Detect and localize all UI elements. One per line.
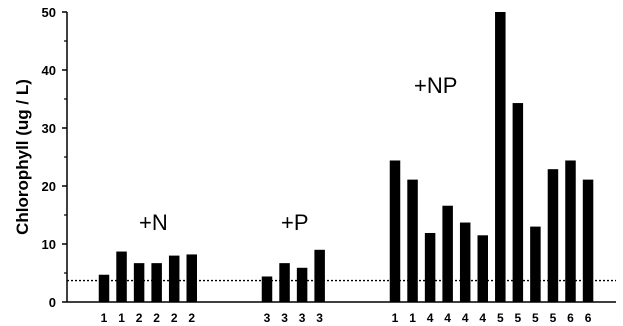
x-tick-label: 1 <box>409 311 416 325</box>
bar <box>407 179 418 302</box>
bar <box>186 254 197 302</box>
group-label: +N <box>139 210 168 235</box>
bars <box>98 12 594 302</box>
y-axis: 0 10 20 30 40 50 <box>42 5 68 310</box>
bar <box>547 169 559 302</box>
y-tick-label: 50 <box>42 5 56 20</box>
x-tick-label: 6 <box>585 311 592 325</box>
bar <box>582 179 594 302</box>
y-tick-label: 0 <box>49 295 56 310</box>
bar <box>424 232 436 302</box>
bar <box>442 205 453 302</box>
x-tick-label: 6 <box>567 311 574 325</box>
x-tick-label: 4 <box>462 311 469 325</box>
x-tick-label: 3 <box>264 311 271 325</box>
x-tick-label: 4 <box>427 311 434 325</box>
y-tick-label: 20 <box>42 179 56 194</box>
bar <box>459 222 471 302</box>
bar <box>151 263 162 302</box>
x-tick-label: 2 <box>171 311 178 325</box>
x-tick-label: 5 <box>497 311 504 325</box>
y-tick-label: 40 <box>42 63 56 78</box>
bar <box>133 263 145 302</box>
bar <box>530 226 541 302</box>
x-tick-label: 3 <box>299 311 306 325</box>
group-labels: +N +P +NP <box>139 73 457 235</box>
bar <box>314 249 325 302</box>
bar <box>279 263 290 302</box>
y-tick-label: 10 <box>42 237 56 252</box>
x-tick-label: 2 <box>136 311 143 325</box>
bar <box>389 160 401 302</box>
x-tick-label: 3 <box>316 311 323 325</box>
bar <box>512 103 524 302</box>
x-tick-label: 5 <box>515 311 522 325</box>
x-tick-label: 1 <box>101 311 108 325</box>
bar <box>168 255 180 302</box>
x-tick-label: 1 <box>118 311 125 325</box>
bar <box>116 251 127 302</box>
x-tick-label: 4 <box>479 311 486 325</box>
x-tick-label: 4 <box>444 311 451 325</box>
group-label: +NP <box>414 73 457 98</box>
x-tick-label: 3 <box>281 311 288 325</box>
y-tick-label: 30 <box>42 121 56 136</box>
x-tick-label: 2 <box>188 311 195 325</box>
bar <box>477 235 488 302</box>
group-label: +P <box>281 210 309 235</box>
x-tick-label: 2 <box>153 311 160 325</box>
x-tick-label: 1 <box>392 311 399 325</box>
bar <box>565 160 576 302</box>
bar <box>261 276 273 302</box>
x-tick-label: 5 <box>532 311 539 325</box>
bar <box>495 12 506 302</box>
bar <box>296 267 308 302</box>
y-axis-title: Chlorophyll (ug / L) <box>13 79 32 235</box>
x-tick-label: 5 <box>550 311 557 325</box>
bar <box>98 274 110 302</box>
